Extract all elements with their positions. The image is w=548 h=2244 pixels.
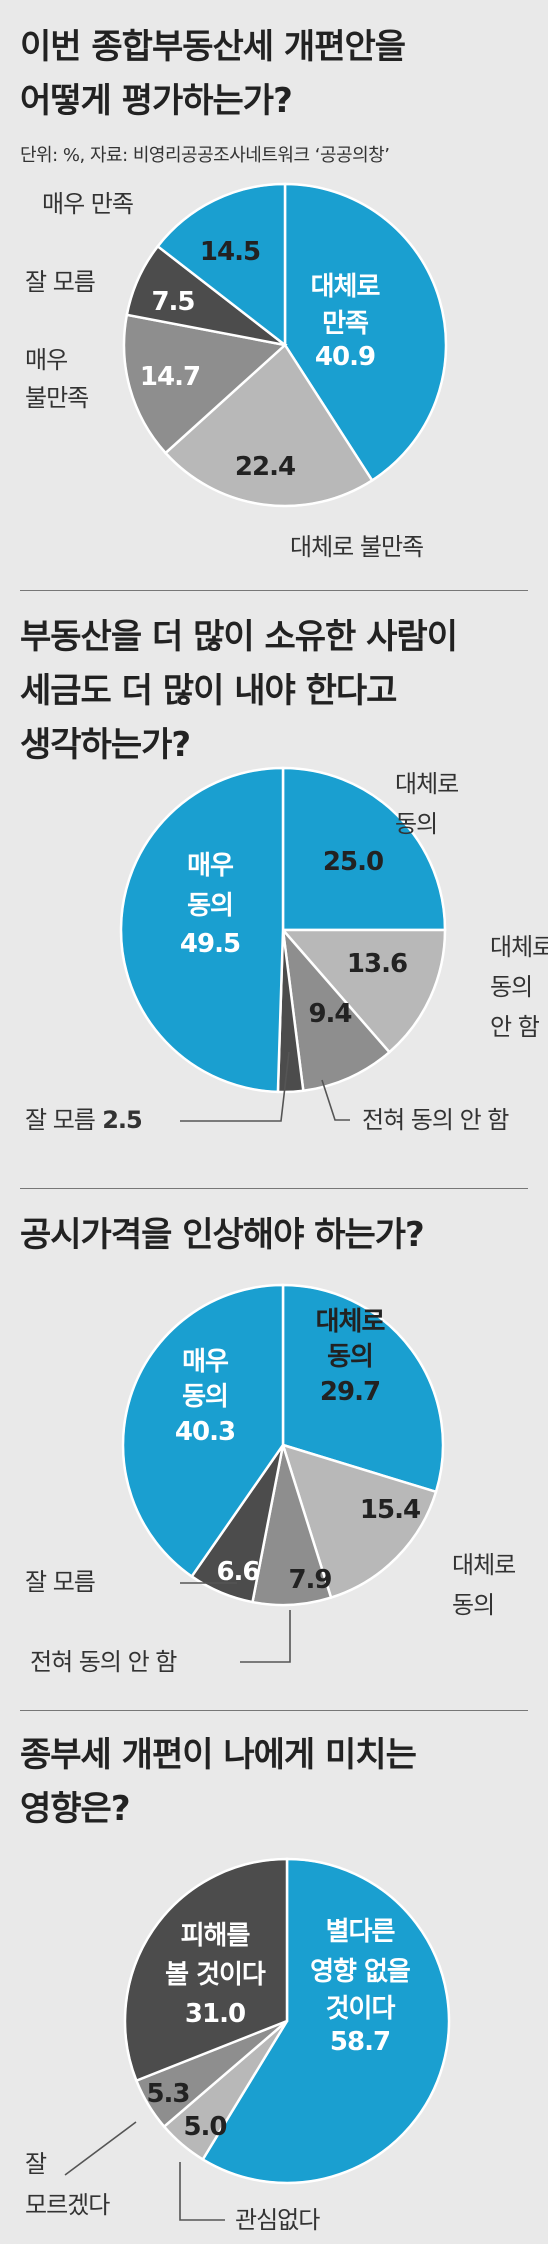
slice-category-label: 만족 xyxy=(322,309,369,339)
section2-title-line1: 부동산을 더 많이 소유한 사람이 xyxy=(20,617,458,657)
slice-value-label: 9.4 xyxy=(308,999,351,1029)
slice-value-label: 40.3 xyxy=(175,1417,235,1447)
slice-category-label: 동의 xyxy=(187,891,233,921)
section2-title-line3: 생각하는가? xyxy=(20,725,191,765)
category-label: 대체로 xyxy=(490,933,548,961)
section-divider xyxy=(20,1710,528,1711)
slice-category-label: 매우 xyxy=(187,851,234,881)
slice-category-label: 대체로 xyxy=(316,1307,386,1337)
section2-title-line2: 세금도 더 많이 내야 한다고 xyxy=(20,671,397,711)
section-divider xyxy=(20,1188,528,1189)
leader-line xyxy=(64,2121,137,2176)
section4-title-line2: 영향은? xyxy=(20,1789,131,1829)
slice-category-label: 피해를 xyxy=(181,1921,251,1951)
slice-value-label: 40.9 xyxy=(315,342,375,372)
category-label: 잘 모름 2.5 xyxy=(25,1106,142,1134)
leader-line xyxy=(321,1079,350,1121)
category-label: 전혀 동의 안 함 xyxy=(30,1648,177,1676)
pie-outline xyxy=(122,1284,444,1606)
slice-value-label: 58.7 xyxy=(330,2027,390,2057)
pie-slices xyxy=(121,1283,445,1607)
source-note: 단위: %, 자료: 비영리공공조사네트워크 ‘공공의창’ xyxy=(20,145,390,166)
pie-outline xyxy=(120,767,446,1093)
slice-value-label: 14.7 xyxy=(140,362,200,392)
pie-slices xyxy=(119,766,447,1094)
section-divider xyxy=(20,590,528,591)
category-label: 대체로 xyxy=(395,770,458,798)
slice-value-label: 5.3 xyxy=(146,2079,189,2109)
slice-value-label: 6.6 xyxy=(216,1557,259,1587)
slice-category-label: 동의 xyxy=(182,1382,228,1412)
category-label: 잘 xyxy=(25,2150,47,2178)
slice-value-label: 7.9 xyxy=(288,1565,331,1595)
slice-value-label: 31.0 xyxy=(185,1999,245,2029)
category-label: 동의 xyxy=(490,973,532,1001)
category-label: 대체로 xyxy=(452,1551,515,1579)
category-label: 동의 xyxy=(452,1591,494,1619)
section4-title-line1: 종부세 개편이 나에게 미치는 xyxy=(20,1735,417,1775)
category-label: 잘 모름 xyxy=(25,1568,95,1596)
category-label: 관심없다 xyxy=(235,2206,320,2234)
slice-category-label: 별다른 xyxy=(326,1917,396,1947)
pie-slices xyxy=(123,1857,451,2185)
slice-category-label: 볼 것이다 xyxy=(165,1960,266,1990)
slice-value-label: 22.4 xyxy=(235,452,295,482)
slice-category-label: 대체로 xyxy=(311,272,381,302)
slice-value-label: 25.0 xyxy=(323,847,383,877)
category-label: 안 함 xyxy=(490,1013,540,1041)
category-label: 매우 xyxy=(25,346,67,374)
category-label: 매우 만족 xyxy=(42,190,133,218)
section3-title-line1: 공시가격을 인상해야 하는가? xyxy=(20,1215,425,1255)
pie-outline xyxy=(123,183,447,507)
slice-category-label: 매우 xyxy=(182,1347,229,1377)
slice-value-label: 49.5 xyxy=(180,929,240,959)
slice-category-label: 것이다 xyxy=(326,1994,396,2024)
slice-value-label: 7.5 xyxy=(151,287,194,317)
category-label: 잘 모름 xyxy=(25,268,95,296)
slice-value-label: 15.4 xyxy=(360,1495,420,1525)
slice-value-label: 14.5 xyxy=(200,237,260,267)
slice-category-label: 영향 없을 xyxy=(310,1957,410,1987)
slice-category-label: 동의 xyxy=(327,1342,373,1372)
slice-value-label: 5.0 xyxy=(183,2112,226,2142)
section1-title-line1: 이번 종합부동산세 개편안을 xyxy=(20,27,406,67)
slice-value-label: 29.7 xyxy=(320,1377,380,1407)
category-label: 모르겠다 xyxy=(25,2191,110,2219)
section1-title-line2: 어떻게 평가하는가? xyxy=(20,81,293,121)
leader-line xyxy=(240,1610,291,1663)
leader-line xyxy=(180,1051,290,1122)
category-label: 전혀 동의 안 함 xyxy=(362,1106,509,1134)
category-label: 동의 xyxy=(395,810,437,838)
pie-outline xyxy=(124,1858,450,2184)
leader-line xyxy=(179,2162,225,2221)
slice-value-label: 13.6 xyxy=(347,949,407,979)
category-label: 대체로 불만족 xyxy=(290,533,423,561)
category-label: 불만족 xyxy=(25,384,88,412)
category-value: 2.5 xyxy=(95,1106,142,1134)
